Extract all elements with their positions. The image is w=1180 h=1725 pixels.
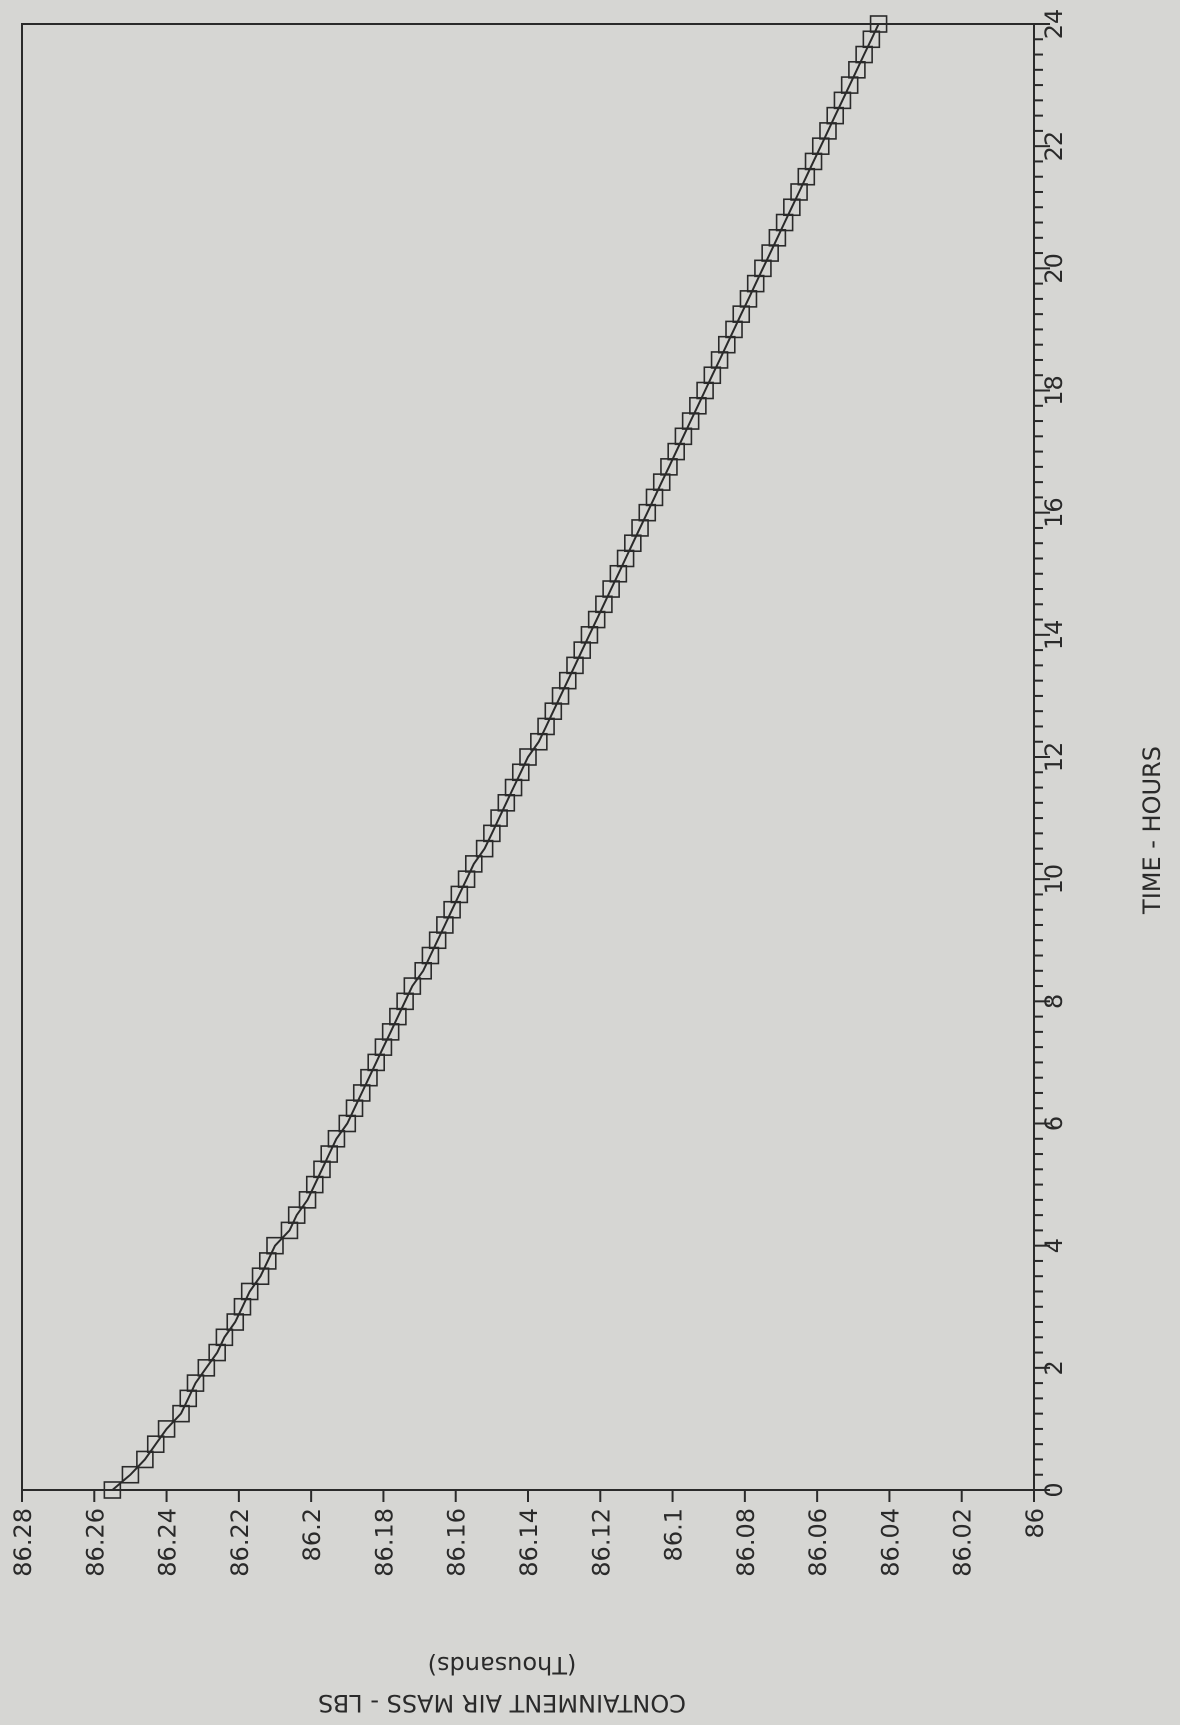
y-tick-label: 86.26	[81, 1508, 109, 1577]
x-tick-label: 4	[1040, 1238, 1068, 1253]
y-tick-label: 86.24	[154, 1508, 182, 1577]
y-tick-label: 86.22	[226, 1508, 254, 1577]
data-point-marker	[136, 1450, 154, 1469]
series-markers	[103, 15, 888, 1499]
data-point-marker	[157, 1420, 176, 1438]
x-tick-label: 10	[1040, 864, 1068, 895]
x-tick-label: 8	[1040, 994, 1068, 1009]
x-tick-label: 6	[1040, 1116, 1068, 1131]
data-point-marker	[519, 748, 537, 766]
x-tick-label: 16	[1040, 497, 1068, 528]
y-tick-label: 86.16	[443, 1508, 471, 1577]
x-tick-label: 24	[1040, 9, 1068, 40]
x-tick-label: 20	[1040, 253, 1068, 284]
data-point-marker	[121, 1465, 140, 1484]
y-tick-label: 86.04	[876, 1508, 904, 1577]
x-tick-label: 22	[1040, 131, 1068, 162]
y-axis-title: CONTAINMENT AIR MASS - LBS	[318, 1689, 686, 1717]
y-tick-label: 86	[1021, 1508, 1049, 1539]
data-point-marker	[464, 855, 483, 873]
x-tick-label: 2	[1040, 1360, 1068, 1375]
data-point-marker	[403, 977, 422, 995]
data-point-marker	[215, 1328, 234, 1347]
series-line	[111, 23, 880, 1491]
data-point-marker	[240, 1282, 259, 1301]
x-tick-label: 12	[1040, 742, 1068, 773]
y-tick-label: 86.12	[587, 1508, 615, 1577]
y-axis-ticks: 86.28 86.26 86.24 86.22 86.2 86.18 86.16 86.14 8…	[9, 1490, 1049, 1577]
y-tick-label: 86.06	[804, 1508, 832, 1577]
y-tick-label: 86.28	[9, 1508, 37, 1577]
data-point-marker	[186, 1374, 205, 1392]
y-tick-label: 86.18	[370, 1508, 398, 1577]
y-axis-unit: (Thousands)	[428, 1651, 577, 1679]
y-tick-label: 86.1	[660, 1508, 688, 1561]
data-point-marker	[327, 1129, 346, 1148]
x-tick-label: 18	[1040, 375, 1068, 406]
x-tick-label: 0	[1040, 1482, 1068, 1497]
data-point-marker	[146, 1435, 165, 1453]
data-point-marker	[266, 1236, 284, 1255]
data-point-marker	[197, 1359, 216, 1377]
y-tick-label: 86.02	[949, 1508, 977, 1577]
x-tick-label: 14	[1040, 620, 1068, 651]
y-tick-label: 86.08	[732, 1508, 760, 1577]
x-axis-title: TIME - HOURS	[1138, 746, 1166, 915]
y-tick-label: 86.2	[298, 1508, 326, 1561]
data-point-marker	[287, 1206, 306, 1224]
y-tick-label: 86.14	[515, 1508, 543, 1577]
data-point-marker	[869, 15, 888, 33]
data-point-marker	[103, 1481, 122, 1499]
